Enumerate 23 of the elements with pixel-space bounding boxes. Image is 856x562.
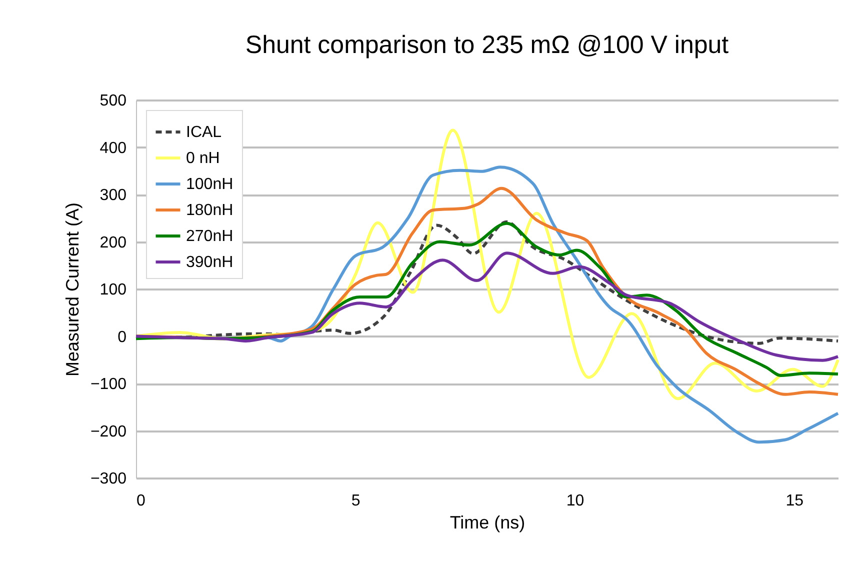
legend-label: 390nH: [186, 254, 234, 271]
y-tick-label: −100: [90, 376, 127, 393]
y-tick-label: 0: [118, 328, 127, 346]
chart-title: Shunt comparison to 235 mΩ @100 V input: [245, 31, 729, 59]
line-series: [134, 252, 840, 362]
y-axis-title: Measured Current (A): [62, 202, 82, 377]
legend-label: 0 nH: [186, 150, 220, 167]
y-tick-label: 300: [100, 187, 127, 204]
y-tick-label: 500: [100, 92, 127, 110]
y-tick-label: −200: [90, 423, 127, 440]
y-tick-label: −300: [90, 470, 127, 488]
y-tick-label: 100: [100, 282, 127, 298]
y-tick-label: 400: [100, 140, 127, 157]
legend-label: ICAL: [186, 124, 222, 141]
legend-label: 270nH: [186, 228, 234, 245]
x-tick-label: 15: [786, 492, 804, 510]
legend-label: 100nH: [186, 176, 234, 193]
x-tick-label: 5: [351, 492, 360, 510]
x-tick-label: 10: [566, 492, 584, 510]
legend-label: 180nH: [186, 202, 234, 219]
y-tick-label: 200: [100, 234, 127, 252]
x-axis-title: Time (ns): [450, 512, 526, 532]
x-tick-label: 0: [136, 492, 146, 510]
